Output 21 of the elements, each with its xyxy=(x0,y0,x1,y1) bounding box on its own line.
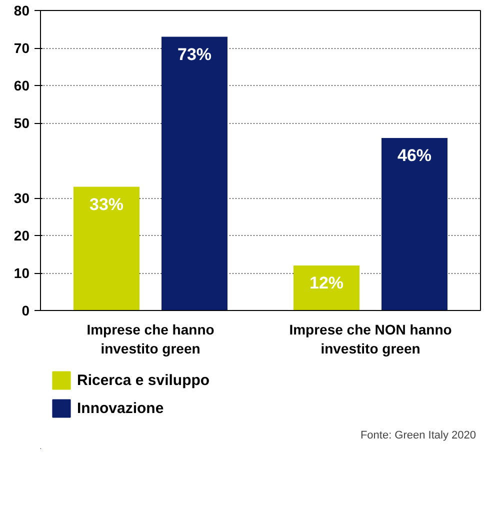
legend-label: Innovazione xyxy=(77,400,164,416)
x-tick-label: Imprese che hanno investito green xyxy=(86,322,214,357)
y-tick-label: 20 xyxy=(14,228,30,244)
data-label: 46% xyxy=(397,146,432,165)
y-tick-label: 0 xyxy=(22,302,30,318)
bar xyxy=(162,36,228,310)
y-tick-label: 80 xyxy=(14,2,30,18)
data-label: 33% xyxy=(89,194,124,214)
source-note: Fonte: Green Italy 2020 xyxy=(360,430,476,442)
bar xyxy=(382,138,448,310)
bar xyxy=(74,186,140,310)
y-tick-label: 10 xyxy=(14,265,30,281)
data-label: 73% xyxy=(177,44,212,64)
data-label: 12% xyxy=(309,274,344,292)
y-tick-label: 30 xyxy=(14,190,30,206)
bar xyxy=(294,266,360,310)
y-tick-label: 50 xyxy=(14,115,30,131)
y-tick-label: 60 xyxy=(14,78,30,94)
legend-label: Ricerca e sviluppo xyxy=(77,372,210,388)
y-tick-label: 70 xyxy=(14,40,30,56)
x-tick-label: Imprese che NON hanno investito green xyxy=(289,322,452,357)
